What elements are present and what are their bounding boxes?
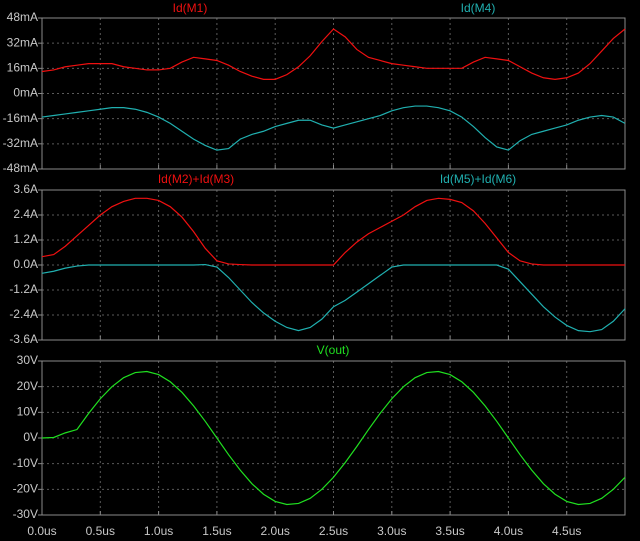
trace — [41, 370, 626, 506]
x-tick-label: 4.5us — [552, 524, 581, 538]
y-tick-label: 48mA — [7, 10, 38, 24]
legend-entry: Id(M2)+Id(M3) — [158, 172, 234, 186]
y-tick-label: 0V — [23, 430, 38, 444]
x-tick-label: 4.0us — [494, 524, 523, 538]
plot-frame — [41, 17, 626, 170]
y-tick-label: -32mA — [3, 136, 38, 150]
y-tick-label: 32mA — [7, 35, 38, 49]
legend-entry: Id(M4) — [461, 1, 496, 15]
x-tick-label: 0.0us — [27, 524, 56, 538]
y-tick-label: 20V — [17, 379, 38, 393]
y-tick-label: 3.6A — [13, 182, 38, 196]
x-tick-label: 1.0us — [144, 524, 173, 538]
trace — [41, 105, 626, 151]
x-tick-label: 0.5us — [86, 524, 115, 538]
x-tick-label: 1.5us — [202, 524, 231, 538]
x-tick-label: 2.5us — [319, 524, 348, 538]
x-tick-label: 3.0us — [377, 524, 406, 538]
trace — [41, 197, 625, 266]
y-tick-label: 16mA — [7, 61, 38, 75]
legend-entry: Id(M5)+Id(M6) — [440, 172, 516, 186]
legend-entry: V(out) — [317, 343, 350, 357]
y-tick-label: 30V — [17, 353, 38, 367]
y-tick-label: 2.4A — [13, 207, 38, 221]
y-tick-label: -10V — [13, 456, 38, 470]
x-tick-label: 2.0us — [261, 524, 290, 538]
y-tick-label: -16mA — [3, 111, 38, 125]
legend-entry: Id(M1) — [173, 1, 208, 15]
y-tick-label: -1.2A — [9, 282, 38, 296]
y-tick-label: 0.0A — [13, 257, 38, 271]
y-tick-label: -30V — [13, 507, 38, 521]
x-tick-label: 3.5us — [435, 524, 464, 538]
y-tick-label: 1.2A — [13, 232, 38, 246]
trace — [41, 28, 626, 80]
y-tick-label: 10V — [17, 405, 38, 419]
y-tick-label: -3.6A — [9, 332, 38, 346]
y-tick-label: -20V — [13, 482, 38, 496]
y-tick-label: -48mA — [3, 161, 38, 175]
y-tick-label: -2.4A — [9, 307, 38, 321]
y-tick-label: 0mA — [13, 86, 38, 100]
trace — [41, 263, 626, 333]
